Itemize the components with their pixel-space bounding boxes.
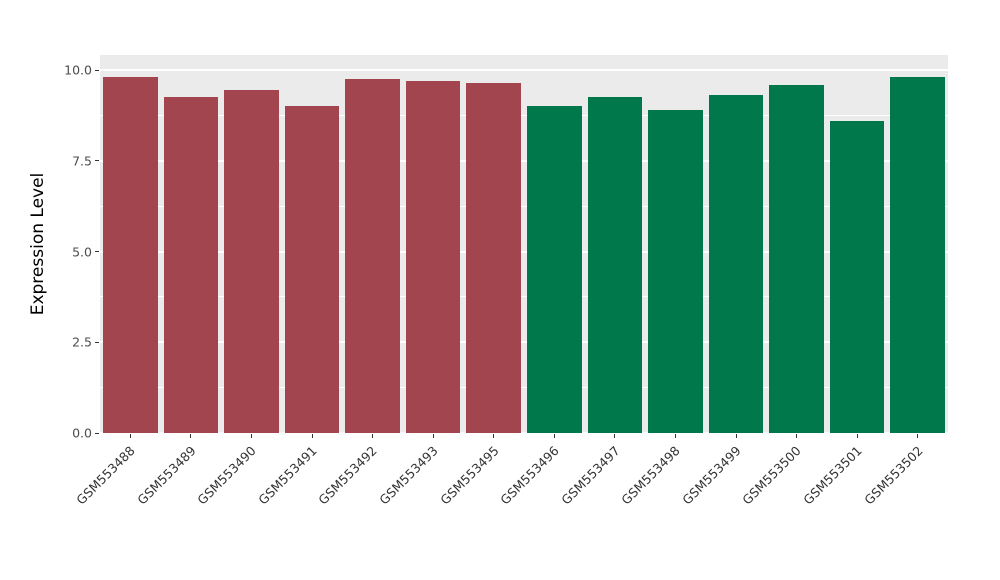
x-tick-mark <box>372 434 374 438</box>
y-tick-mark <box>95 69 99 71</box>
y-tick-mark <box>95 341 99 343</box>
x-tick-label: GSM553498 <box>618 443 684 508</box>
bar-GSM553502 <box>890 77 945 433</box>
plot-panel <box>100 55 948 434</box>
x-tick-label: GSM553497 <box>558 443 623 508</box>
y-tick-label: 0.0 <box>72 425 92 441</box>
gridline-major <box>100 432 948 434</box>
x-tick-mark <box>614 434 616 438</box>
x-tick-label: GSM553492 <box>315 443 381 508</box>
gridline-major <box>100 341 948 344</box>
y-axis-title: Expression Level <box>28 172 48 316</box>
x-tick-label: GSM553493 <box>376 443 441 508</box>
y-tick-mark <box>95 432 99 434</box>
x-tick-mark <box>553 434 555 438</box>
gridline-major <box>100 69 948 71</box>
bar-GSM553496 <box>527 106 582 433</box>
x-tick-mark <box>129 434 131 438</box>
gridline-major <box>100 159 948 162</box>
x-tick-label: GSM553489 <box>134 443 199 508</box>
bar-GSM553495 <box>466 82 521 433</box>
bar-GSM553489 <box>163 97 219 433</box>
x-tick-mark <box>796 434 798 438</box>
y-tick-label: 7.5 <box>72 153 92 169</box>
gridline-minor <box>100 387 948 389</box>
x-tick-label: GSM553502 <box>860 443 926 508</box>
x-tick-mark <box>190 434 192 438</box>
x-tick-label: GSM553501 <box>800 443 865 508</box>
y-tick-mark <box>95 251 99 252</box>
bar-GSM553500 <box>769 84 824 433</box>
bar-GSM553501 <box>829 120 885 433</box>
x-tick-label: GSM553490 <box>194 443 260 508</box>
x-tick-mark <box>856 434 858 438</box>
x-tick-mark <box>493 434 495 438</box>
x-tick-mark <box>674 434 676 438</box>
x-tick-label: GSM553495 <box>436 443 502 508</box>
gridline-minor <box>100 205 948 207</box>
bar-GSM553488 <box>103 77 158 433</box>
x-tick-mark <box>432 434 434 438</box>
y-tick-label: 10.0 <box>64 62 92 78</box>
x-tick-mark <box>250 434 252 438</box>
bar-GSM553493 <box>405 80 461 433</box>
bar-GSM553498 <box>648 109 703 433</box>
x-tick-label: GSM553499 <box>679 443 744 508</box>
y-tick-label: 5.0 <box>72 244 92 259</box>
gridline-major <box>100 250 948 253</box>
bar-GSM553492 <box>345 79 400 433</box>
bar-GSM553491 <box>284 106 340 433</box>
gridline-minor <box>100 296 948 298</box>
x-tick-label: GSM553491 <box>255 443 320 508</box>
bar-GSM553499 <box>708 95 764 433</box>
x-tick-label: GSM553488 <box>73 443 138 508</box>
y-tick-label: 2.5 <box>72 334 92 350</box>
x-tick-label: GSM553496 <box>497 443 562 508</box>
y-tick-mark <box>95 160 99 162</box>
gridline-minor <box>100 114 948 116</box>
x-tick-mark <box>917 434 919 438</box>
x-tick-mark <box>311 434 313 438</box>
bar-GSM553490 <box>224 89 279 433</box>
x-tick-mark <box>735 434 737 438</box>
x-tick-label: GSM553500 <box>739 443 805 508</box>
bar-GSM553497 <box>587 97 643 433</box>
